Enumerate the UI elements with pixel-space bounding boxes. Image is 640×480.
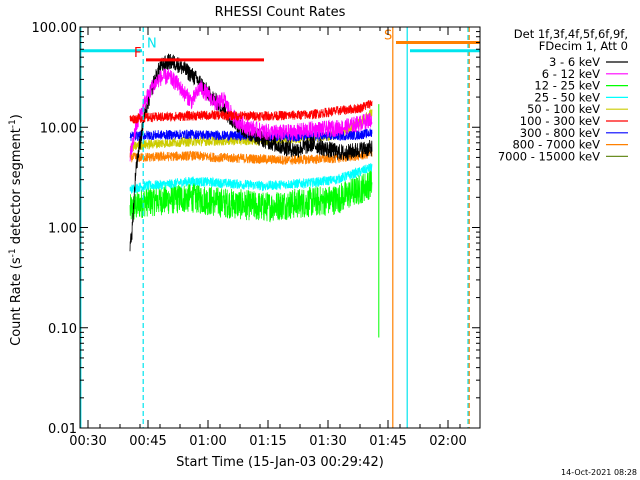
- timestamp: 14-Oct-2021 08:28: [561, 468, 637, 477]
- y-label-mid: detector segment: [9, 128, 24, 248]
- y-tick-label: 1.00: [48, 222, 77, 237]
- flag-label: N: [147, 37, 157, 52]
- overlay-layer: NF S: [80, 27, 480, 428]
- legend: Det 1f,3f,4f,5f,6f,9f, FDecim 1, Att 0 3…: [498, 27, 628, 163]
- x-axis-label: Start Time (15-Jan-03 00:29:42): [176, 455, 384, 470]
- y-tick-label: 100.00: [32, 21, 78, 36]
- legend-item-label: 7000 - 15000 keV: [498, 149, 600, 163]
- y-tick-label: 10.00: [40, 121, 77, 136]
- legend-item-label: 100 - 300 keV: [520, 114, 600, 128]
- x-tick-label: 02:00: [429, 434, 466, 449]
- y-label-end: ): [9, 114, 24, 119]
- series-layer: [129, 53, 380, 338]
- plot-frame: [79, 26, 481, 429]
- y-label-exp2: -1: [8, 119, 18, 128]
- y-tick-label: 0.01: [48, 422, 77, 437]
- series-line: [129, 169, 373, 223]
- series-line: [129, 99, 373, 125]
- y-label-exp1: -1: [8, 248, 18, 257]
- x-tick-label: 01:15: [249, 434, 286, 449]
- series-line: [129, 162, 373, 194]
- x-tick-label: 01:30: [309, 434, 346, 449]
- flag-label: S: [384, 29, 392, 44]
- x-axis: 00:30 00:45 01:00 01:15 01:30 01:45 02:00: [69, 27, 481, 449]
- flag-label: F: [134, 46, 141, 61]
- legend-header-line-2: FDecim 1, Att 0: [539, 39, 628, 53]
- legend-item-label: 6 - 12 keV: [542, 67, 600, 81]
- y-axis-label: Count Rate (s-1 detector segment-1): [8, 114, 24, 346]
- y-label-main: Count Rate (s: [9, 257, 24, 346]
- legend-item-label: 50 - 100 keV: [527, 102, 600, 116]
- series-line: [129, 149, 373, 166]
- y-tick-label: 0.10: [48, 322, 77, 337]
- series-line: [129, 53, 373, 252]
- legend-item-label: 25 - 50 keV: [534, 90, 600, 104]
- legend-header-line-1: Det 1f,3f,4f,5f,6f,9f,: [514, 27, 628, 41]
- legend-item-label: 3 - 6 keV: [549, 55, 600, 69]
- chart-title: RHESSI Count Rates: [215, 5, 346, 20]
- x-tick-label: 00:45: [129, 434, 166, 449]
- legend-item-label: 300 - 800 keV: [520, 126, 600, 140]
- x-tick-label: 01:45: [369, 434, 406, 449]
- x-tick-label: 01:00: [189, 434, 226, 449]
- legend-item-label: 12 - 25 keV: [534, 79, 600, 93]
- series-line: [129, 68, 373, 162]
- legend-item-label: 800 - 7000 keV: [512, 138, 600, 152]
- y-axis: 100.00 10.00 1.00 0.10 0.01: [32, 21, 480, 437]
- x-tick-label: 00:30: [69, 434, 106, 449]
